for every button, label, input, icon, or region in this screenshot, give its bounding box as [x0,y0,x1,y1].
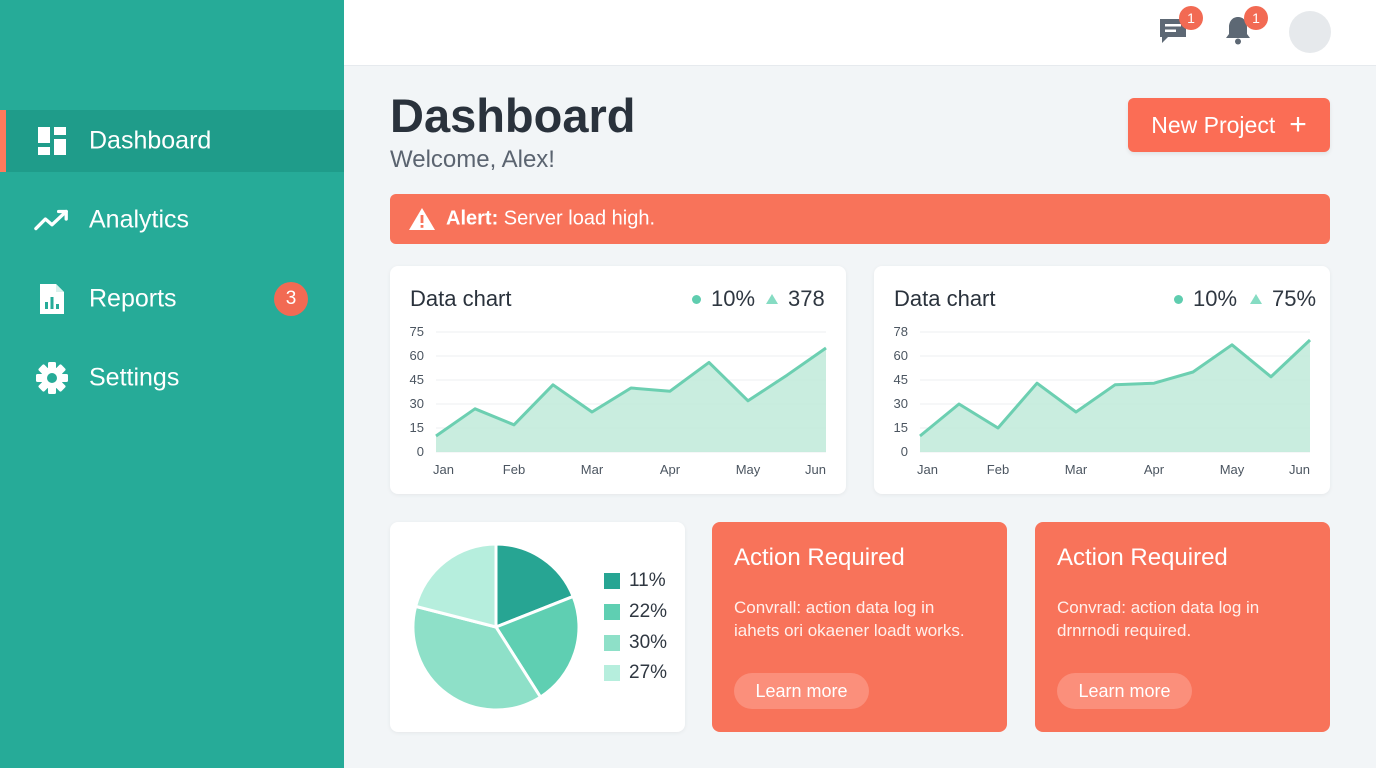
chart-title: Data chart [410,286,512,311]
y-tick-label: 15 [410,420,424,435]
new-project-button[interactable]: New Project + [1128,98,1330,152]
alert-banner: Alert: Server load high. [390,194,1330,244]
legend-swatch [604,604,620,620]
warning-icon [408,206,436,238]
learn-more-button[interactable]: Learn more [734,673,869,709]
messages-button[interactable]: 1 [1155,6,1203,51]
y-tick-label: 45 [894,372,908,387]
sidebar-item-dashboard[interactable]: Dashboard [0,110,344,172]
y-tick-label: 45 [410,372,424,387]
area-chart: 0 15 30 45 60 78 Jan Feb Mar Apr May Jun [894,324,1312,477]
dot-icon [1174,294,1183,304]
sidebar-item-label: Dashboard [89,126,212,155]
y-tick-label: 0 [901,444,908,459]
x-tick-label: Feb [503,462,525,477]
y-tick-label: 60 [410,348,424,363]
x-tick-label: May [736,462,761,477]
action-text: Convrad: action data log in drnrnodi req… [1057,598,1260,640]
action-title: Action Required [1057,544,1228,571]
chat-icon [1157,14,1189,51]
legend-item: 30% [604,632,667,654]
x-tick-label: Mar [581,462,604,477]
sidebar: Dashboard Analytics Reports 3 [0,0,344,768]
legend-swatch [604,573,620,589]
x-tick-label: Jan [917,462,938,477]
x-tick-label: Apr [1144,462,1165,477]
welcome-message: Welcome, Alex! [390,146,555,173]
reports-count-badge: 3 [274,282,308,316]
x-tick-label: Mar [1065,462,1088,477]
action-text: Convrall: action data log in iahets ori … [734,598,965,640]
pie-slice [493,594,581,700]
y-tick-label: 0 [417,444,424,459]
y-tick-label: 15 [894,420,908,435]
alert-text: Alert: Server load high. [446,208,655,231]
triangle-icon [1250,294,1262,304]
page-title: Dashboard [390,89,636,142]
action-card: Action Required Convrad: action data log… [1035,522,1330,732]
sidebar-item-label: Settings [89,363,180,392]
notifications-badge: 1 [1244,6,1268,30]
area-fill [436,348,826,452]
y-tick-label: 60 [894,348,908,363]
pie-chart-card: 11% 22% 30% 27% [390,522,685,732]
action-title: Action Required [734,544,905,571]
pie-slice [494,542,576,630]
y-tick-label: 78 [894,324,908,339]
x-tick-label: May [1220,462,1245,477]
legend-swatch [604,635,620,651]
dashboard-icon [34,124,70,158]
x-tick-label: Jun [805,462,826,477]
y-tick-label: 30 [410,396,424,411]
report-icon [34,282,70,316]
chart-title: Data chart [894,286,996,311]
legend-swatch [604,665,620,681]
action-card: Action Required Convrall: action data lo… [712,522,1007,732]
dot-icon [692,294,701,304]
y-tick-label: 30 [894,396,908,411]
sidebar-item-label: Reports [89,284,177,313]
legend-item: 27% [604,662,667,684]
chart-stat-percent: 10% [692,286,755,312]
chart-card: Data chart 10% 75% 0 15 30 45 60 78 Jan Feb Mar A… [874,266,1330,494]
notifications-button[interactable]: 1 [1220,6,1268,50]
sidebar-item-settings[interactable]: Settings [0,347,344,409]
alert-label: Alert: [446,207,499,230]
gear-icon [34,361,70,395]
sidebar-item-label: Analytics [89,205,190,234]
y-tick-label: 75 [410,324,424,339]
chart-card: Data chart 10% 378 0 15 30 45 60 75 Jan Feb Mar A… [390,266,846,494]
sidebar-item-analytics[interactable]: Analytics [0,189,344,251]
legend-item: 22% [604,601,667,623]
trend-icon [34,203,70,237]
triangle-icon [766,294,778,304]
chart-stat-value: 75% [1250,286,1316,312]
pie-slice [413,542,498,629]
learn-more-button[interactable]: Learn more [1057,673,1192,709]
x-tick-label: Apr [660,462,681,477]
pie-chart [411,542,581,712]
x-tick-label: Jan [433,462,454,477]
avatar[interactable] [1289,11,1331,53]
top-bar: 1 1 [344,0,1376,66]
sidebar-item-reports[interactable]: Reports 3 [0,268,344,330]
pie-slice [411,604,543,712]
chart-stat-value: 378 [766,286,825,312]
legend-item: 11% [604,570,666,592]
x-tick-label: Jun [1289,462,1310,477]
new-project-label: New Project [1151,111,1276,138]
x-tick-label: Feb [987,462,1009,477]
messages-badge: 1 [1179,6,1203,30]
area-fill [920,340,1310,452]
alert-message: Server load high. [503,207,655,230]
plus-icon: + [1289,108,1307,141]
area-chart: 0 15 30 45 60 75 Jan Feb Mar Apr May Jun [410,324,827,477]
chart-stat-percent: 10% [1174,286,1237,312]
